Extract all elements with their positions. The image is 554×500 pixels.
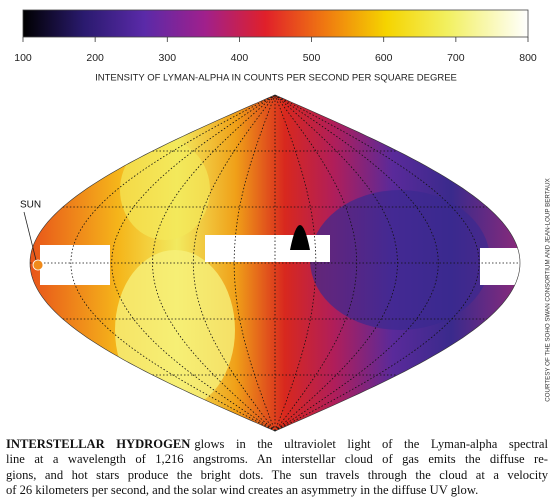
colorbar-tick-label: 800 xyxy=(519,52,537,64)
colorbar-tick-label: 100 xyxy=(14,52,32,64)
sky-map: SUN xyxy=(20,94,521,432)
map-grid xyxy=(30,94,520,432)
colorbar-tick-label: 400 xyxy=(231,52,249,64)
colorbar-tick-label: 500 xyxy=(303,52,321,64)
caption-line: gions, and hot stars produce the bright … xyxy=(6,468,548,483)
map-features xyxy=(40,140,520,410)
caption-line: line at a wavelength of 1,216 angstroms.… xyxy=(6,452,548,467)
map-outline xyxy=(29,94,521,432)
colorbar-tick-label: 700 xyxy=(447,52,465,64)
sun-pointer xyxy=(23,211,37,261)
caption-line: INTERSTELLAR HYDROGEN glows in the ultrav… xyxy=(6,437,548,452)
sun-label: SUN xyxy=(20,200,41,211)
caption-text: line at a wavelength of 1,216 angstroms.… xyxy=(6,452,548,467)
caption-text: of 26 kilometers per second, and the sol… xyxy=(6,483,479,498)
caption: INTERSTELLAR HYDROGEN glows in the ultrav… xyxy=(6,437,548,499)
colorbar-tick-label: 200 xyxy=(86,52,104,64)
sun-marker xyxy=(32,259,44,271)
caption-line: of 26 kilometers per second, and the sol… xyxy=(6,483,548,498)
colorbar-tick-label: 300 xyxy=(159,52,177,64)
credit: COURTESY OF THE SOHO SWAN CONSORTIUM AND… xyxy=(545,178,552,401)
caption-text: gions, and hot stars produce the bright … xyxy=(6,467,548,482)
colorbar-label: INTENSITY OF LYMAN-ALPHA IN COUNTS PER S… xyxy=(95,73,457,84)
caption-lead: INTERSTELLAR HYDROGEN xyxy=(6,437,191,451)
colorbar xyxy=(22,9,529,38)
meridian xyxy=(274,94,317,432)
meridian xyxy=(70,94,276,432)
meridian xyxy=(192,94,276,432)
figure: INTENSITY OF LYMAN-ALPHA IN COUNTS PER S… xyxy=(14,9,552,432)
colorbar-tick-label: 600 xyxy=(375,52,393,64)
caption-text: glows in the ultraviolet light of the Ly… xyxy=(194,437,548,451)
